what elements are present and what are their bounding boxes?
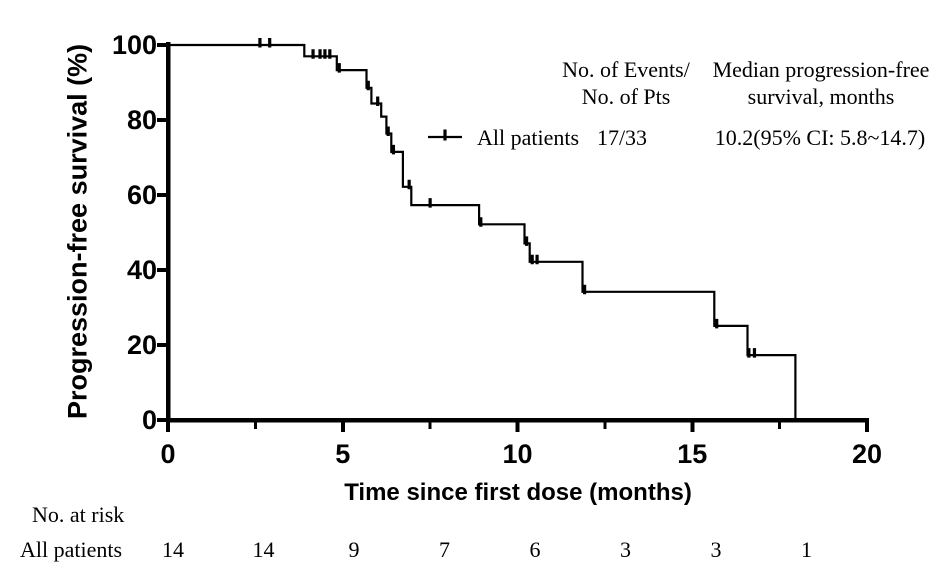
risk-count-5: 3 (620, 537, 631, 562)
x-axis-title: Time since first dose (months) (344, 479, 692, 506)
y-tick-label-100: 100 (111, 30, 157, 60)
x-tick-label-20: 20 (851, 439, 883, 469)
y-tick-label-80: 80 (126, 105, 157, 135)
y-tick-label-20: 20 (126, 330, 157, 360)
y-tick-label-60: 60 (126, 180, 157, 210)
risk-count-1: 14 (252, 537, 275, 562)
km-step-curve (168, 43, 797, 420)
x-tick-label-15: 15 (677, 439, 708, 469)
risk-table-title: No. at risk (32, 502, 125, 527)
x-tick-label-0: 0 (160, 439, 176, 469)
x-tick-label-10: 10 (502, 439, 533, 469)
risk-count-3: 7 (439, 537, 450, 562)
risk-count-6: 3 (710, 537, 722, 562)
risk-count-7: 1 (801, 537, 812, 562)
risk-count-0: 14 (162, 537, 184, 562)
y-axis-title: Progression-free survival (%) (62, 43, 93, 419)
median-column-header-line1: Median progression-free (712, 57, 930, 82)
median-value: 10.2(95% CI: 5.8~14.7) (714, 125, 926, 150)
risk-row-label: All patients (20, 537, 123, 562)
risk-count-4: 6 (529, 537, 541, 562)
events-column-header-line2: No. of Pts (581, 84, 671, 109)
median-column-header-line2: survival, months (747, 84, 895, 109)
x-tick-label-5: 5 (335, 439, 351, 469)
events-value: 17/33 (596, 125, 648, 150)
y-tick-label-40: 40 (126, 255, 157, 285)
events-column-header-line1: No. of Events/ (562, 57, 690, 82)
y-tick-label-0: 0 (141, 405, 157, 435)
legend-series-label: All patients (477, 125, 580, 150)
risk-count-2: 9 (348, 537, 360, 562)
